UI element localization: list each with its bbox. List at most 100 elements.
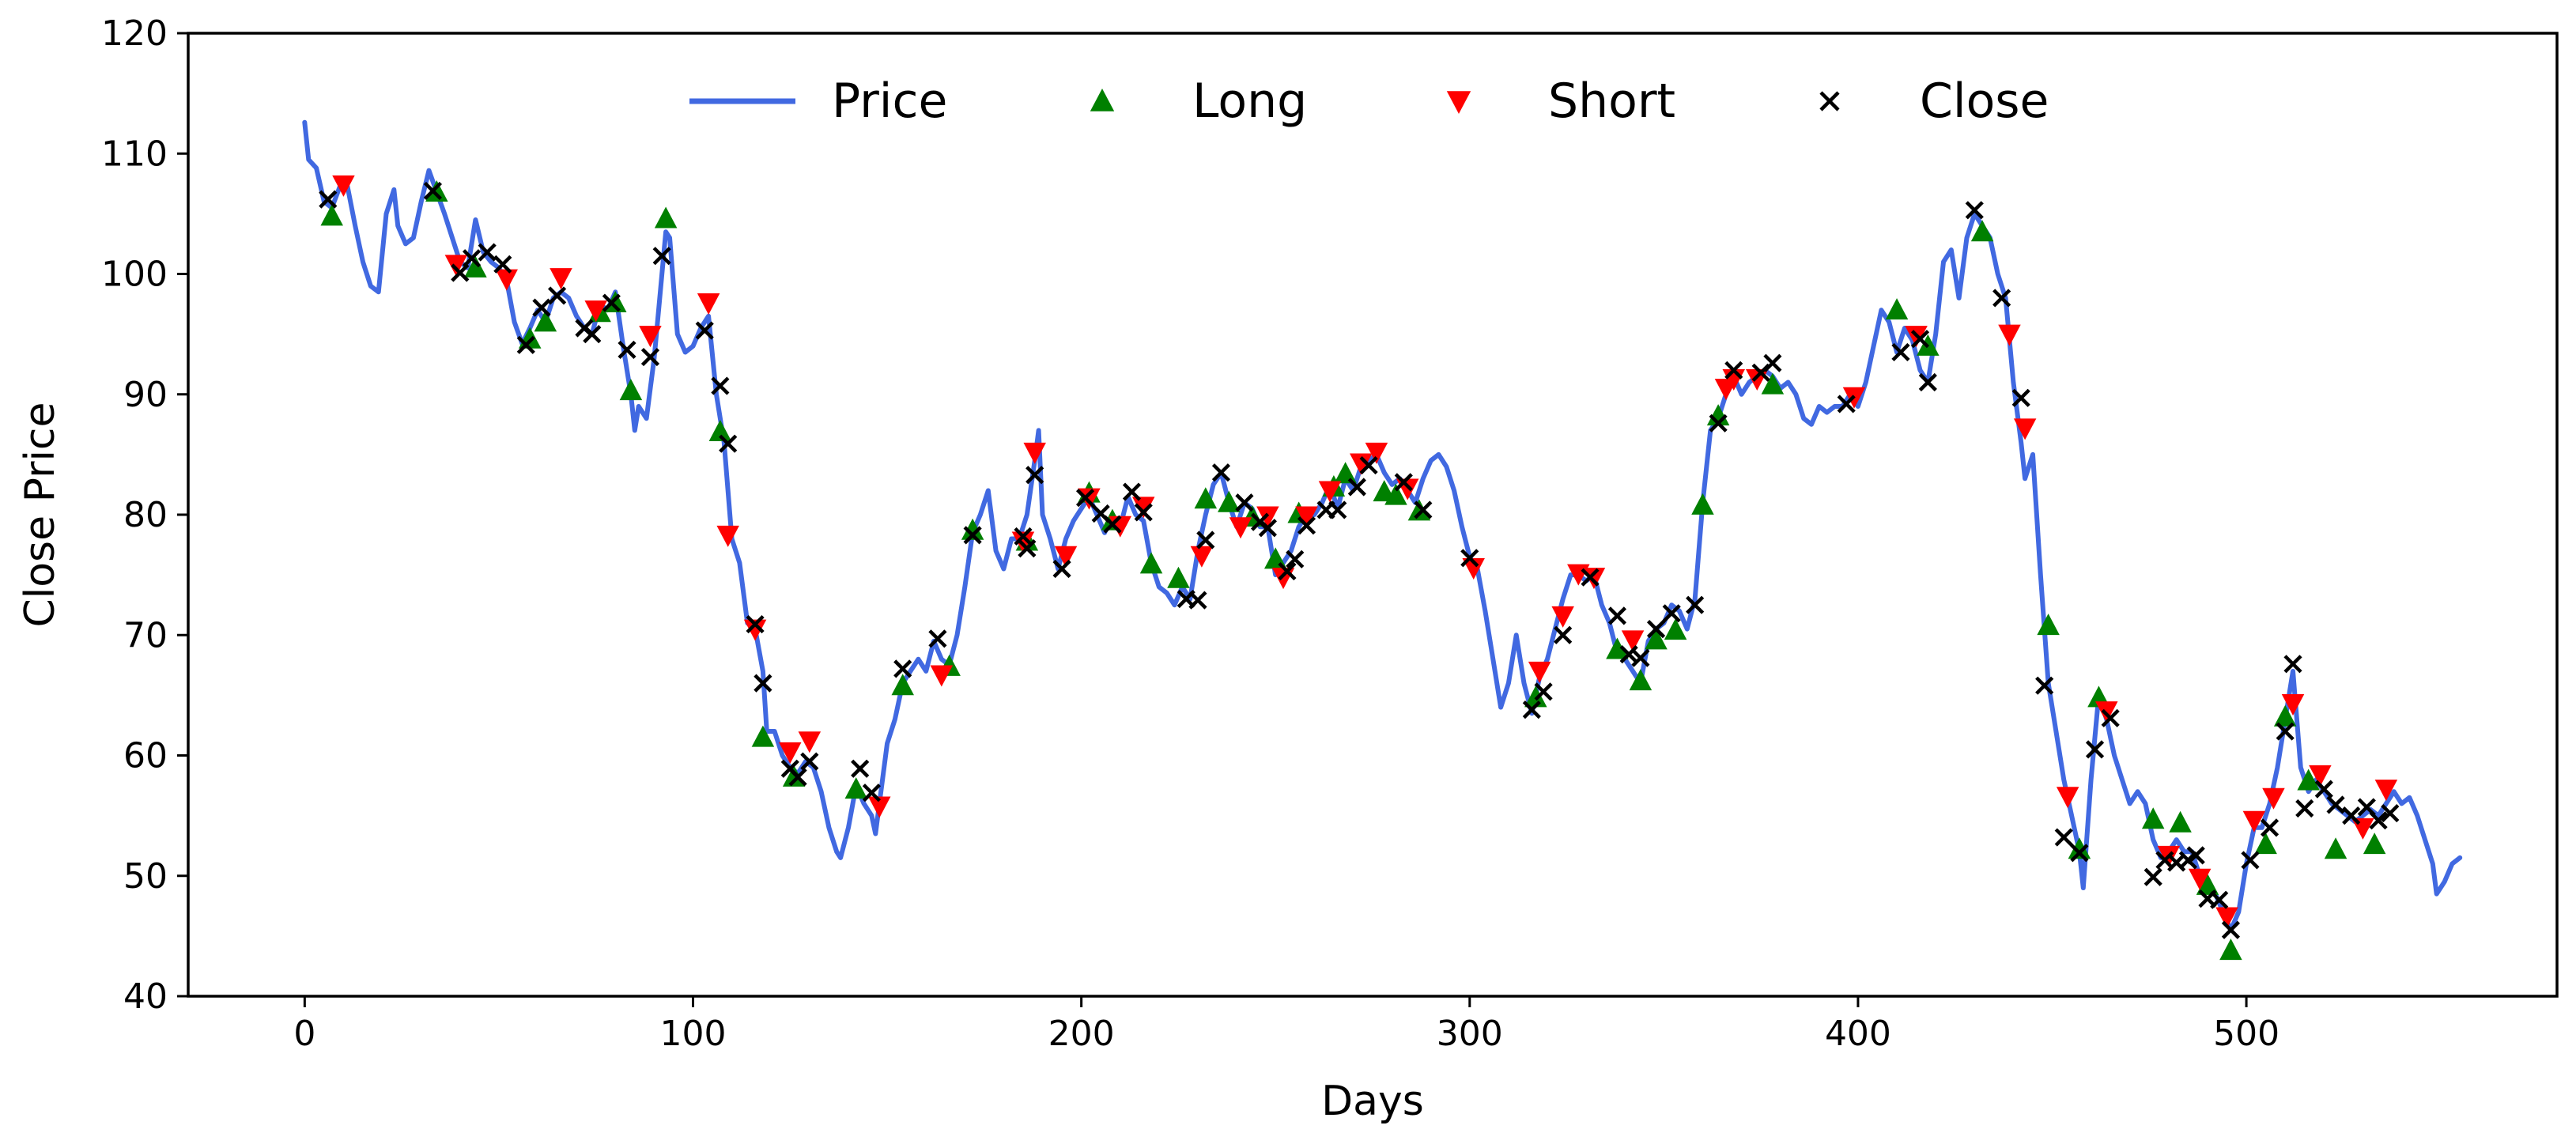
close-marker (652, 247, 671, 266)
long-marker (2363, 833, 2386, 855)
short-marker (584, 300, 607, 323)
long-marker (1194, 487, 1218, 509)
legend-long-label: Long (1192, 74, 1307, 129)
short-marker (1350, 453, 1373, 475)
close-marker (746, 614, 765, 634)
close-marker (602, 293, 621, 312)
close-marker (1522, 701, 1541, 719)
short-marker (1551, 606, 1574, 628)
long-marker (619, 379, 643, 401)
close-marker (1581, 568, 1600, 587)
legend-close-label: Close (1920, 74, 2049, 129)
short-marker (1528, 661, 1551, 683)
close-marker (1837, 395, 1856, 414)
close-marker (695, 321, 714, 340)
long-marker (2297, 768, 2320, 791)
close-marker (532, 298, 551, 317)
long-marker (2273, 704, 2297, 727)
close-marker (1965, 201, 1984, 220)
x-axis-title: Days (1321, 1078, 1424, 1125)
short-marker (798, 731, 822, 753)
long-marker (464, 255, 487, 278)
y-axis-title: Close Price (17, 402, 64, 627)
long-marker (1384, 483, 1407, 505)
short-marker (1365, 442, 1388, 464)
close-marker (2035, 676, 2054, 695)
long-marker (751, 725, 775, 747)
x-tick-label: 200 (1048, 1014, 1115, 1054)
long-marker (2219, 938, 2242, 961)
legend-short: Short (1446, 74, 1675, 129)
close-marker (640, 347, 660, 367)
short-marker (444, 255, 468, 277)
legend-close-swatch (1819, 91, 1840, 111)
close-marker (1052, 559, 1071, 579)
close-marker (1662, 604, 1681, 623)
y-tick-label: 40 (123, 976, 168, 1017)
x-tick-label: 0 (293, 1014, 315, 1054)
long-marker (891, 674, 914, 696)
close-marker (711, 376, 730, 395)
close-marker (1297, 516, 1316, 535)
close-marker (1014, 527, 1033, 546)
long-marker (1691, 493, 1714, 515)
close-marker (2011, 388, 2030, 407)
close-marker (2210, 890, 2229, 909)
long-marker (1706, 404, 1730, 426)
long-marker (2169, 810, 2192, 833)
close-marker (1646, 620, 1666, 639)
short-marker (2262, 787, 2285, 810)
long-marker (2068, 837, 2091, 859)
close-marker (851, 759, 870, 778)
short-marker (697, 293, 720, 315)
close-marker (1103, 515, 1122, 534)
close-marker (1918, 372, 1937, 392)
close-marker (547, 286, 567, 305)
long-marker (708, 419, 732, 441)
legend-long: Long (1090, 74, 1307, 129)
short-marker (2281, 694, 2305, 716)
y-tick-label: 50 (123, 856, 168, 897)
close-marker (2054, 828, 2073, 847)
close-marker (1724, 361, 1743, 380)
long-marker (2141, 807, 2165, 829)
close-marker (1211, 463, 1231, 482)
short-marker (930, 665, 954, 687)
short-marker (779, 742, 802, 764)
close-marker (1891, 342, 1910, 362)
short-marker (2215, 907, 2238, 929)
short-marker (2242, 810, 2266, 833)
long-marker (844, 777, 868, 799)
close-marker (1258, 519, 1277, 538)
close-marker (754, 674, 772, 693)
close-marker (2144, 867, 2162, 886)
y-tick-label: 80 (123, 495, 168, 535)
long-marker (1664, 618, 1687, 640)
close-marker (928, 629, 947, 648)
close-marker (1134, 503, 1153, 522)
close-marker (618, 340, 636, 360)
long-marker (1139, 552, 1163, 574)
short-marker (1229, 517, 1252, 539)
y-tick-label: 110 (101, 134, 168, 174)
close-marker (2314, 780, 2333, 799)
y-tick-label: 60 (123, 736, 168, 776)
close-marker (1414, 500, 1433, 519)
close-marker (1534, 682, 1553, 701)
close-marker (862, 784, 882, 802)
close-marker (451, 263, 470, 282)
close-marker (1328, 500, 1347, 519)
legend-long-swatch (1090, 89, 1115, 111)
legend-close: Close (1819, 74, 2049, 129)
y-tick-label: 120 (101, 13, 168, 54)
axis-ticks: 0 100 200 300 400 500 40 50 60 70 80 90 100 110 120 (101, 13, 2279, 1054)
short-marker (2188, 868, 2212, 890)
close-marker (423, 181, 443, 201)
close-marker (800, 752, 819, 771)
close-marker (493, 255, 512, 274)
short-marker (1318, 481, 1342, 503)
close-marker (1286, 549, 1305, 568)
long-marker (1407, 499, 1431, 521)
legend-price: Price (689, 74, 947, 129)
